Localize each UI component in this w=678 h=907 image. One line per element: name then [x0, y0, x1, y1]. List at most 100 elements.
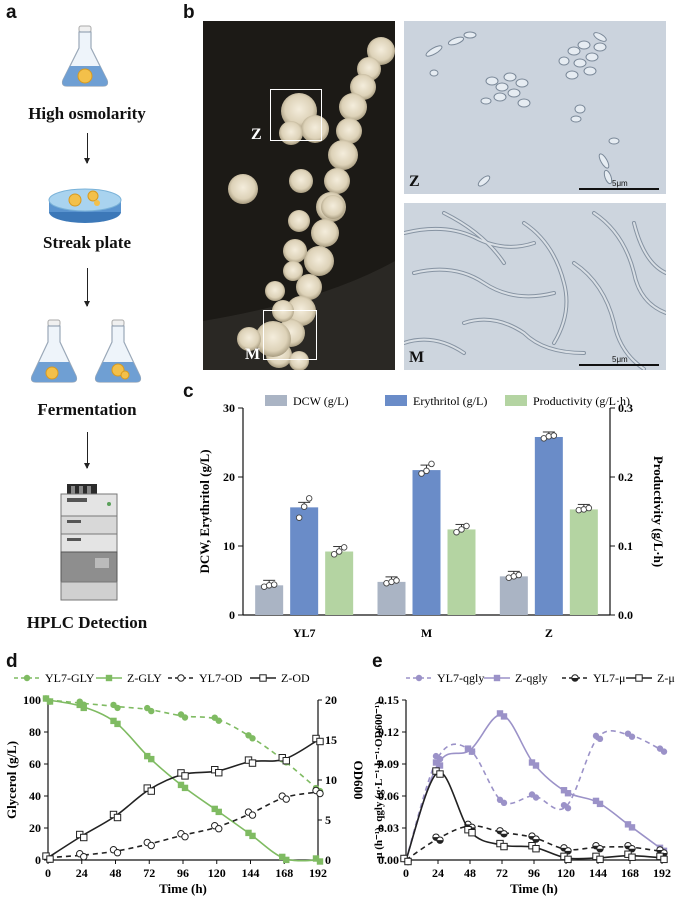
- marker-fill: [596, 848, 604, 852]
- y-tick-label: 0.15: [378, 693, 399, 707]
- micrograph-label-m: M: [409, 349, 425, 366]
- data-point: [418, 470, 425, 477]
- panel-label-a: a: [6, 2, 17, 23]
- legend-marker: [259, 674, 267, 682]
- y-tick-label: 80: [29, 725, 41, 739]
- legend-swatch: [265, 395, 287, 406]
- workflow-step-2: Streak plate: [43, 233, 131, 252]
- scale-bar: [579, 188, 659, 190]
- x-axis-title: Time (h): [159, 881, 207, 896]
- workflow-arrow: [84, 133, 90, 164]
- y-tick-label: 0.09: [378, 757, 399, 771]
- x-tick-label: 168: [275, 866, 293, 880]
- data-point: [624, 821, 632, 828]
- data-point: [215, 825, 223, 833]
- data-point: [113, 813, 122, 822]
- data-point: [295, 514, 303, 521]
- hplc-instrument-icon: [60, 484, 118, 601]
- data-point: [316, 858, 324, 865]
- y2-axis-title: Productivity (g/L·h): [651, 456, 666, 567]
- workflow-arrow: [84, 432, 90, 469]
- bar: [569, 509, 598, 615]
- x-tick-label: 120: [557, 866, 575, 880]
- y-axis-title: DCW, Erythritol (g/L): [197, 449, 212, 573]
- data-point: [428, 460, 435, 468]
- data-point: [215, 717, 222, 724]
- data-point: [628, 733, 636, 740]
- bar: [447, 529, 476, 615]
- data-point: [564, 790, 572, 797]
- bar: [255, 585, 284, 615]
- x-tick-label: M: [421, 626, 432, 640]
- data-point: [147, 841, 155, 850]
- data-point: [282, 795, 290, 803]
- data-point: [436, 762, 444, 769]
- panel-label-e: e: [372, 651, 383, 672]
- bar: [290, 507, 319, 615]
- data-point: [596, 800, 604, 808]
- colony-photo-illustration: [203, 21, 395, 370]
- data-point: [248, 811, 257, 819]
- marker-fill: [571, 678, 579, 682]
- panel-label-d: d: [6, 651, 18, 672]
- data-point: [660, 748, 668, 755]
- colony-photo: Z M: [203, 21, 395, 370]
- data-point: [46, 698, 54, 705]
- legend-label: YL7-GLY: [45, 671, 95, 685]
- series-markers: [42, 786, 324, 863]
- y2-tick-label: 0: [325, 853, 331, 867]
- data-point: [500, 713, 508, 720]
- x-tick-label: 0: [45, 866, 51, 880]
- data-point: [80, 704, 87, 712]
- region-box-z: [270, 89, 322, 141]
- data-point: [316, 737, 324, 746]
- x-tick-label: 0: [403, 866, 409, 880]
- data-point: [436, 770, 444, 778]
- y-tick-label: 0.03: [378, 821, 399, 835]
- legend-label: YL7-OD: [199, 671, 243, 685]
- data-point: [436, 836, 444, 844]
- micrograph-m: M 5μm: [404, 203, 666, 370]
- data-point: [114, 720, 121, 728]
- bar: [325, 551, 354, 615]
- data-point: [305, 495, 313, 502]
- legend-marker: [177, 674, 185, 682]
- scale-bar: [579, 364, 659, 366]
- y-tick-label: 0.00: [378, 853, 399, 867]
- petri-dish-icon: [48, 188, 122, 223]
- data-point: [312, 855, 320, 862]
- series-markers: [42, 695, 324, 865]
- series-line: [47, 739, 319, 859]
- x-tick-label: 72: [143, 866, 155, 880]
- legend-marker: [23, 674, 31, 682]
- legend-marker: [415, 674, 423, 682]
- legend-label: YL7-μ: [593, 671, 625, 685]
- y-axis-title: Glycerol (g/L): [4, 741, 19, 819]
- region-box-m: [263, 310, 317, 360]
- data-point: [335, 548, 343, 555]
- data-point: [628, 845, 636, 853]
- legend-label: Erythritol (g/L): [413, 394, 487, 408]
- workflow-step-1: High osmolarity: [28, 104, 146, 123]
- data-point: [147, 787, 155, 795]
- bar: [412, 470, 441, 615]
- legend-label: DCW (g/L): [293, 394, 348, 408]
- legend-marker: [493, 674, 501, 682]
- workflow-step-3: Fermentation: [37, 400, 137, 419]
- data-point: [215, 769, 223, 777]
- data-point: [181, 772, 189, 780]
- data-point: [660, 855, 668, 864]
- legend-label: YL7-qgly: [437, 671, 484, 685]
- data-point: [330, 551, 338, 558]
- data-point: [46, 855, 54, 863]
- bar: [377, 581, 406, 615]
- y2-tick-label: 0.0: [618, 608, 633, 622]
- marker-fill: [436, 840, 444, 844]
- x-tick-label: 168: [621, 866, 639, 880]
- data-point: [181, 714, 189, 721]
- data-point: [532, 762, 540, 769]
- data-point: [464, 745, 472, 752]
- x-tick-label: YL7: [293, 626, 316, 640]
- data-point: [564, 804, 572, 812]
- x-tick-label: 120: [208, 866, 226, 880]
